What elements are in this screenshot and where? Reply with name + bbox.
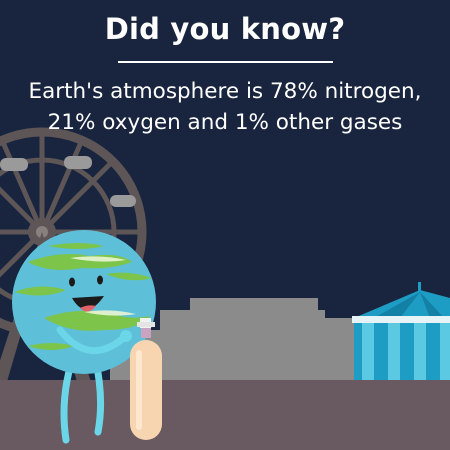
fact-text: Earth's atmosphere is 78% nitrogen, 21% … (0, 76, 450, 138)
page-title: Did you know? (104, 12, 346, 46)
fact-line-2: 21% oxygen and 1% other gases (47, 110, 403, 135)
ground (0, 380, 450, 450)
title-underline (118, 61, 333, 63)
gas-tank (130, 318, 162, 440)
fact-line-1: Earth's atmosphere is 78% nitrogen, (28, 79, 422, 104)
gondola (0, 158, 28, 171)
earth-character (12, 230, 156, 444)
gondola (64, 156, 92, 169)
circus-tent (352, 282, 450, 381)
gondola (110, 195, 136, 207)
